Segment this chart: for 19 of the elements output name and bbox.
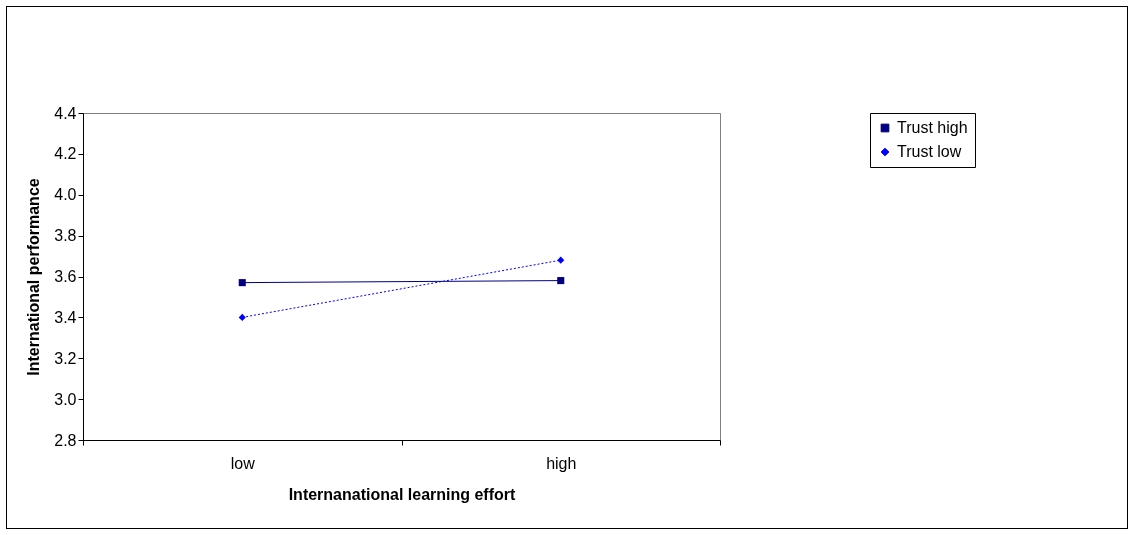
point (238, 313, 246, 321)
x-axis-title: Internanational learning effort (288, 485, 517, 503)
x-tick-label: low (230, 454, 256, 472)
y-tick-label: 3.4 (54, 308, 77, 326)
y-tick-label: 3.2 (54, 349, 77, 367)
legend-label: Trust low (897, 143, 962, 160)
y-tick-label: 4.0 (54, 186, 77, 204)
y-axis-title: International performance (25, 178, 43, 376)
y-tick-label: 4.2 (54, 145, 77, 163)
y-tick-label: 3.8 (54, 227, 77, 245)
x-tick-label: high (546, 454, 577, 472)
point (238, 279, 246, 287)
y-tick-label: 4.4 (54, 104, 77, 122)
y-tick-label: 2.8 (54, 431, 77, 449)
legend-label: Trust high (897, 119, 968, 136)
y-tick-label: 3.6 (54, 268, 77, 285)
y-tick-label: 3.0 (54, 390, 77, 408)
point (557, 256, 565, 264)
point (557, 277, 565, 285)
